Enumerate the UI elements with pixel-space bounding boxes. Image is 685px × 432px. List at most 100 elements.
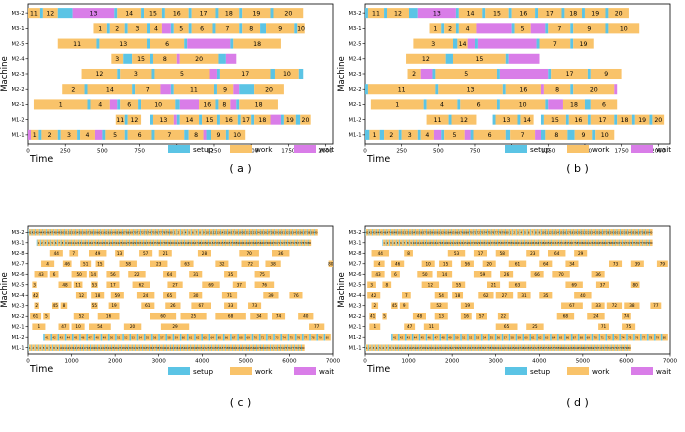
setup-bar — [454, 229, 456, 236]
work-bar — [484, 229, 488, 236]
setup-bar — [42, 229, 44, 236]
work-bar — [174, 239, 178, 247]
task-label: 45 — [531, 241, 535, 245]
task-label: 72 — [607, 336, 611, 340]
setup-bar — [458, 229, 460, 236]
task-label: 64 — [543, 261, 549, 266]
task-label: 29 — [172, 324, 178, 329]
setup-bar — [294, 333, 297, 341]
setup-bar — [194, 229, 196, 236]
setup-bar — [408, 229, 409, 236]
task-label: 18 — [569, 10, 577, 17]
task-label: 19 — [111, 303, 117, 308]
setup-bar — [85, 229, 87, 236]
x-tick-label: 6000 — [619, 359, 634, 365]
task-label: 80 — [632, 282, 638, 287]
work-bar — [591, 271, 605, 278]
setup-bar — [623, 229, 625, 236]
work-bar — [487, 281, 501, 289]
task-label: 59 — [93, 231, 97, 235]
work-bar — [284, 344, 288, 351]
setup-bar — [53, 239, 55, 247]
task-label: 31 — [140, 241, 144, 245]
task-label: 19 — [580, 41, 588, 48]
gantt-row-M2-1: M2-1 1 4 6 10 18 6 — [349, 99, 618, 110]
task-label: 13 — [552, 231, 556, 235]
task-label: 75 — [260, 272, 266, 277]
task-label: 69 — [587, 336, 591, 340]
setup-bar — [43, 239, 45, 247]
work-bar — [488, 344, 492, 351]
task-label: 41 — [393, 336, 397, 340]
setup-bar — [230, 38, 234, 49]
wait-bar — [94, 129, 103, 140]
work-bar — [128, 271, 146, 278]
task-label: 79 — [298, 346, 302, 350]
task-label: 25 — [595, 231, 599, 235]
task-label: 54 — [139, 336, 143, 340]
setup-bar — [292, 229, 294, 236]
work-bar — [112, 229, 115, 236]
task-label: 13 — [90, 10, 98, 17]
x-tick-label: 7000 — [326, 359, 341, 365]
work-bar — [595, 239, 599, 247]
work-bar — [164, 8, 189, 19]
task-label: 47 — [187, 346, 191, 350]
task-label: 36 — [300, 231, 304, 235]
task-label: 39 — [167, 241, 171, 245]
work-bar — [612, 239, 616, 247]
task-label: 14 — [106, 86, 114, 93]
setup-bar — [408, 8, 418, 19]
wait-legend-swatch — [631, 145, 653, 153]
work-bar — [111, 53, 124, 64]
wait-bar — [109, 99, 118, 110]
task-label: 34 — [256, 314, 262, 319]
work-bar — [422, 344, 425, 351]
task-label: 31 — [193, 272, 199, 277]
work-bar — [246, 239, 250, 247]
work-bar — [577, 229, 581, 236]
setup-bar — [40, 239, 41, 247]
setup-bar — [388, 344, 389, 351]
setup-bar — [170, 239, 172, 247]
task-label: 5 — [464, 71, 468, 78]
setup-bar — [502, 84, 506, 95]
setup-bar — [573, 229, 575, 236]
work-bar — [452, 281, 466, 289]
task-label: 26 — [448, 346, 452, 350]
work-bar — [91, 291, 105, 299]
setup-bar — [162, 344, 164, 351]
work-bar — [638, 229, 642, 236]
task-label: 64 — [246, 346, 250, 350]
work-bar — [215, 239, 219, 247]
work-bar — [39, 344, 42, 351]
setup-bar — [183, 344, 185, 351]
task-label: 26 — [264, 231, 268, 235]
setup-bar — [487, 229, 489, 236]
work-bar — [501, 344, 505, 351]
setup-bar — [584, 229, 586, 236]
work-bar — [380, 229, 383, 236]
setup-bar — [81, 239, 83, 247]
task-label: 20 — [590, 86, 598, 93]
work-bar — [510, 333, 516, 341]
work-bar — [131, 333, 137, 341]
wait-legend-swatch — [631, 367, 653, 375]
setup-bar — [445, 53, 453, 64]
setup-bar — [172, 333, 175, 341]
setup-bar — [649, 114, 653, 125]
work-bar — [468, 344, 472, 351]
work-bar — [242, 8, 271, 19]
work-bar — [439, 260, 453, 268]
gantt-row-M2-5: M2-5 3 14 7 19 — [349, 38, 594, 49]
setup-bar — [580, 229, 582, 236]
setup-bar — [591, 229, 593, 236]
task-label: 8 — [555, 86, 559, 93]
task-label: 4 — [48, 241, 50, 245]
setup-bar — [461, 344, 463, 351]
work-bar — [150, 38, 185, 49]
work-bar — [151, 229, 155, 236]
setup-bar — [429, 229, 431, 236]
setup-legend-swatch — [168, 367, 190, 375]
work-bar — [524, 239, 528, 247]
